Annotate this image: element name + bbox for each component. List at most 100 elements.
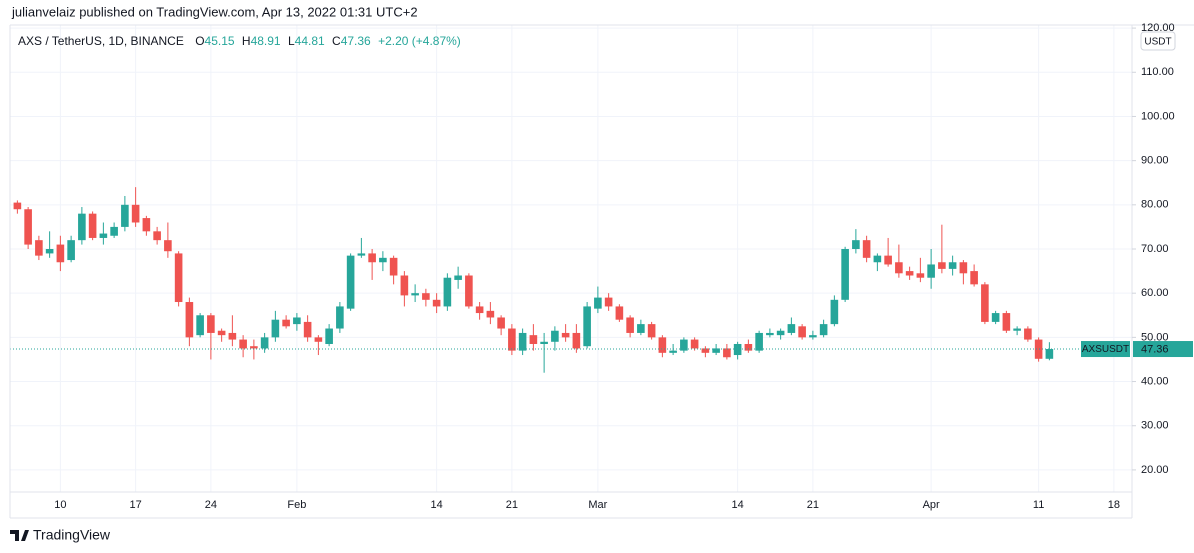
candle-body [336, 306, 344, 329]
x-tick-label: 10 [54, 499, 66, 511]
currency-badge[interactable] [1140, 31, 1176, 51]
candle-body [357, 253, 366, 256]
candle-body [1002, 313, 1011, 331]
candle-body [561, 332, 570, 338]
candle-body [110, 226, 118, 236]
candle-body [24, 209, 32, 245]
candle-body [626, 317, 634, 333]
candle-body [959, 262, 968, 274]
candle-body [701, 348, 710, 353]
ohlc-letter: L [288, 34, 295, 48]
candle-body [45, 249, 54, 254]
candle-body [551, 330, 559, 342]
y-tick-label: 40.00 [1141, 375, 1169, 387]
ohlc-letter: H [242, 34, 251, 48]
candle-body [368, 253, 376, 263]
candle-body [217, 330, 226, 336]
candle-body [271, 319, 280, 338]
candle-body [88, 213, 97, 238]
x-tick-label: Apr [923, 499, 940, 511]
logo-text: TradingView [33, 527, 111, 543]
candle-body [991, 313, 1000, 322]
candle-body [465, 275, 473, 307]
symbol-legend: AXS / TetherUS, 1D, BINANCE O45.15 H48.9… [18, 34, 461, 48]
candle-body [712, 348, 720, 353]
candles [10, 187, 1132, 373]
candle-body [916, 273, 925, 278]
candle-body [766, 332, 774, 336]
ohlc-value: 47.36 [341, 34, 371, 48]
candle-body [400, 275, 409, 296]
candle-body [207, 315, 215, 333]
candle-body [131, 204, 140, 223]
y-tick-label: 70.00 [1141, 243, 1169, 255]
candle-body [293, 317, 301, 325]
candle-body [486, 310, 495, 318]
candle-body [819, 324, 828, 336]
x-tick-label: Feb [287, 499, 306, 511]
candle-body [379, 257, 387, 263]
candle-body [508, 328, 516, 351]
candle-body [690, 339, 699, 349]
candle-body [905, 271, 914, 276]
candle-body [239, 339, 247, 349]
last-price-label: 47.36 [1141, 343, 1169, 355]
candle-body [615, 306, 624, 320]
candle-body [35, 240, 43, 256]
candle-body [260, 337, 269, 349]
candle-body [454, 275, 462, 280]
candle-body [121, 204, 129, 227]
candle-body [658, 337, 667, 353]
x-tick-label: 21 [506, 499, 518, 511]
candle-body [647, 324, 656, 338]
candle-body [185, 302, 194, 338]
x-tick-label: 17 [130, 499, 142, 511]
candle-body [895, 262, 903, 274]
candle-body [497, 317, 505, 329]
candle-body [723, 348, 731, 358]
candle-body [529, 335, 538, 344]
grid [10, 25, 1132, 492]
candle-body [1034, 339, 1043, 359]
x-tick-label: 18 [1108, 499, 1120, 511]
axis: 20.00 30.00 40.00 50.00 60.00 70.00 80.00 90.00… [54, 22, 1193, 511]
candle-body [346, 255, 355, 309]
x-tick-label: 21 [807, 499, 819, 511]
tradingview-logo[interactable]: TradingView [10, 527, 111, 543]
ohlc-value: 44.81 [295, 34, 325, 48]
change: +2.20 (+4.87%) [378, 34, 461, 48]
candle-body [13, 202, 22, 210]
candle-body [970, 271, 978, 285]
candle-body [1045, 349, 1054, 359]
candle-body [733, 343, 742, 356]
candle-body [411, 293, 419, 296]
candle-body [938, 262, 946, 269]
currency-label: USDT [1144, 37, 1171, 48]
candle-body [540, 341, 548, 344]
candle-body [637, 324, 645, 333]
last-price-badge [1133, 341, 1193, 358]
candle-body [164, 240, 172, 252]
candle-body [99, 233, 108, 238]
ohlc-value: 45.15 [205, 34, 235, 48]
y-tick-label: 90.00 [1141, 155, 1169, 167]
candle-body [475, 306, 484, 314]
candle-body [755, 332, 763, 351]
ohlc-value: 48.91 [251, 34, 281, 48]
candle-body [422, 293, 430, 300]
y-tick-label: 50.00 [1141, 331, 1169, 343]
candle-body [669, 350, 677, 353]
candle-body [153, 231, 161, 241]
y-tick-label: 120.00 [1141, 22, 1175, 34]
candle-body [443, 277, 452, 307]
candle-body [948, 262, 957, 269]
candle-body [798, 326, 806, 338]
candle-body [862, 240, 871, 258]
candle-body [325, 328, 333, 344]
candle-body [518, 332, 527, 351]
candle-body [303, 321, 312, 338]
candle-body [604, 297, 613, 307]
candle-body [282, 319, 290, 327]
candle-body [841, 249, 849, 300]
